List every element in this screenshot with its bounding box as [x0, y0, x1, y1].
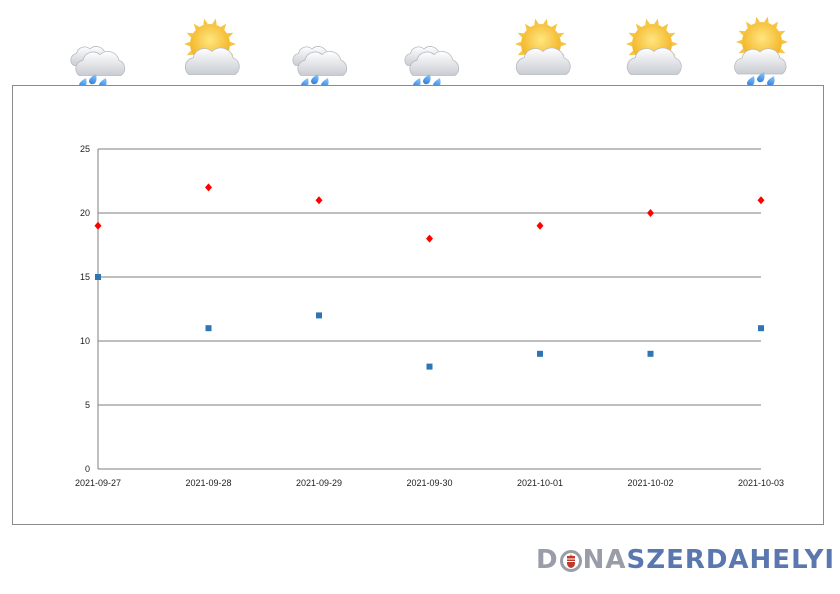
- series-1-point-2: [316, 312, 322, 319]
- series-0-point-6: [757, 196, 765, 205]
- series-1-point-5: [647, 350, 654, 357]
- y-tick-label-3: 15: [80, 272, 90, 282]
- x-tick-label-3: 2021-09-30: [406, 478, 452, 488]
- sun-cloud-icon: [184, 18, 240, 95]
- sun-cloud-icon: [626, 18, 682, 95]
- logo-letter-d: D: [536, 545, 559, 575]
- series-1-point-6: [758, 325, 764, 332]
- x-tick-label-5: 2021-10-02: [627, 478, 673, 488]
- x-tick-label-2: 2021-09-29: [296, 478, 342, 488]
- sun-cloud-icon: [515, 18, 571, 95]
- site-logo: D NA SZERDAHELYI: [536, 540, 835, 580]
- cloud-rain-icon: [404, 46, 460, 97]
- y-tick-label-4: 20: [80, 208, 90, 218]
- y-tick-label-1: 5: [85, 400, 90, 410]
- series-0-point-1: [205, 183, 212, 192]
- series-0-point-4: [536, 221, 544, 230]
- y-tick-label-2: 10: [80, 336, 90, 346]
- series-0-point-0: [94, 221, 102, 230]
- x-tick-label-4: 2021-10-01: [517, 478, 563, 488]
- series-1-point-3: [426, 363, 433, 370]
- y-tick-label-5: 25: [80, 144, 90, 154]
- logo-crest-icon: [559, 548, 582, 572]
- logo-word-szerdahelyi: SZERDAHELYI: [626, 545, 836, 575]
- temperature-scatter-chart: 0 5 10 15 20 25 2021-09-27 2021-09-28 2021-09-29…: [75, 144, 784, 488]
- x-tick-label-0: 2021-09-27: [75, 478, 121, 488]
- series-0-point-2: [315, 196, 323, 205]
- x-tick-label-6: 2021-10-03: [738, 478, 784, 488]
- y-tick-label-0: 0: [85, 464, 90, 474]
- series-1-point-1: [205, 325, 212, 332]
- x-tick-label-1: 2021-09-28: [185, 478, 231, 488]
- chart-frame: 0 5 10 15 20 25 2021-09-27 2021-09-28 2021-09-29…: [12, 85, 824, 525]
- series-0-point-5: [647, 209, 654, 217]
- series-1-point-4: [537, 350, 543, 357]
- sun-cloud-rain-icon: [734, 16, 788, 95]
- logo-letters-na: NA: [582, 545, 627, 575]
- series-0-point-3: [426, 234, 433, 243]
- series-1-point-0: [95, 274, 101, 280]
